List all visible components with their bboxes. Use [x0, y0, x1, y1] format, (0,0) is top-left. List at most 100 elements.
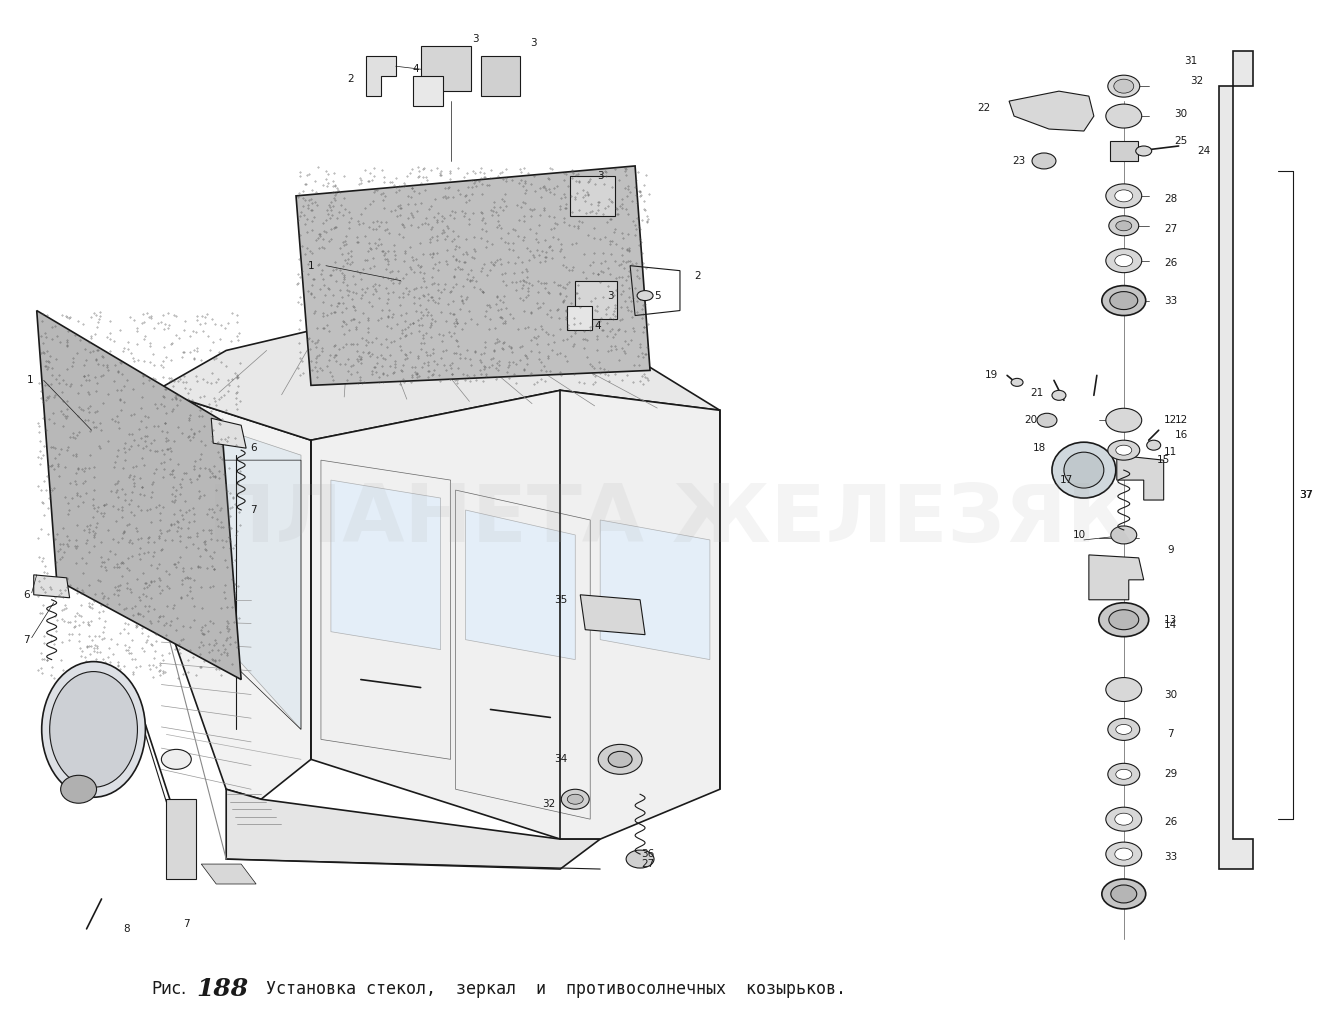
Text: 25: 25	[1174, 136, 1187, 146]
Text: 13: 13	[1164, 615, 1178, 625]
Polygon shape	[1116, 455, 1163, 500]
Ellipse shape	[1115, 814, 1132, 825]
Ellipse shape	[1106, 808, 1142, 831]
Text: 32: 32	[1190, 76, 1203, 87]
Polygon shape	[1089, 555, 1144, 599]
Text: 7: 7	[1167, 729, 1174, 740]
Ellipse shape	[1108, 610, 1139, 629]
Bar	[413, 76, 442, 106]
Polygon shape	[1009, 91, 1093, 131]
Text: 33: 33	[1164, 296, 1178, 306]
Polygon shape	[331, 480, 441, 650]
Polygon shape	[465, 510, 575, 659]
Text: 26: 26	[1164, 258, 1178, 268]
Bar	[166, 799, 196, 879]
Text: 4: 4	[413, 64, 419, 74]
Text: 19: 19	[985, 371, 998, 380]
Text: 37: 37	[1300, 490, 1313, 500]
Polygon shape	[1110, 141, 1138, 161]
Polygon shape	[212, 418, 247, 448]
Polygon shape	[600, 520, 710, 659]
Text: 10: 10	[1072, 530, 1085, 540]
Ellipse shape	[1110, 291, 1138, 310]
Ellipse shape	[1052, 390, 1065, 401]
Text: 23: 23	[1013, 156, 1025, 166]
Ellipse shape	[1108, 440, 1140, 460]
Text: 7: 7	[184, 919, 190, 929]
Bar	[421, 46, 470, 91]
Ellipse shape	[1101, 285, 1146, 315]
Text: ПЛАНЕТА ЖЕЛЕЗЯК: ПЛАНЕТА ЖЕЛЕЗЯК	[208, 481, 1132, 559]
Ellipse shape	[567, 794, 583, 804]
Text: 188: 188	[196, 976, 248, 1001]
Ellipse shape	[1108, 75, 1140, 97]
Text: 3: 3	[472, 34, 478, 44]
Bar	[575, 280, 618, 318]
Ellipse shape	[1106, 104, 1142, 128]
Polygon shape	[157, 390, 311, 799]
Ellipse shape	[1147, 440, 1160, 450]
Text: 3: 3	[531, 38, 537, 48]
Text: 26: 26	[1164, 817, 1178, 827]
Text: 9: 9	[1167, 545, 1174, 555]
Text: 24: 24	[1197, 146, 1210, 156]
Text: 6: 6	[249, 443, 256, 453]
Bar	[571, 176, 615, 216]
Text: 3: 3	[607, 290, 614, 301]
Ellipse shape	[1106, 184, 1142, 208]
Ellipse shape	[42, 661, 146, 797]
Text: 16: 16	[1175, 431, 1189, 440]
Text: 30: 30	[1164, 689, 1178, 699]
Ellipse shape	[1037, 413, 1057, 427]
Ellipse shape	[1115, 848, 1132, 860]
Ellipse shape	[598, 745, 642, 775]
Text: 15: 15	[1156, 455, 1170, 466]
Text: 2: 2	[347, 74, 354, 84]
Text: 27: 27	[1164, 224, 1178, 234]
Text: 12: 12	[1164, 415, 1178, 425]
Polygon shape	[366, 57, 395, 96]
Text: 32: 32	[541, 799, 555, 810]
Ellipse shape	[1106, 248, 1142, 273]
Ellipse shape	[1115, 254, 1132, 267]
Ellipse shape	[1116, 724, 1132, 734]
Polygon shape	[580, 594, 645, 634]
Ellipse shape	[1106, 678, 1142, 701]
Ellipse shape	[1106, 408, 1142, 433]
Text: 11: 11	[1164, 447, 1178, 457]
Text: 1: 1	[27, 375, 34, 385]
Ellipse shape	[608, 751, 632, 767]
Text: 34: 34	[553, 754, 567, 764]
Ellipse shape	[50, 672, 138, 787]
Ellipse shape	[1012, 378, 1022, 386]
Ellipse shape	[1116, 769, 1132, 780]
Polygon shape	[1218, 52, 1253, 869]
Text: 14: 14	[1164, 620, 1178, 629]
Text: Рис.: Рис.	[151, 980, 186, 998]
Ellipse shape	[1136, 146, 1151, 156]
Text: 3: 3	[596, 171, 603, 181]
Text: 7: 7	[23, 634, 29, 645]
Ellipse shape	[1114, 79, 1134, 93]
Text: 21: 21	[1030, 388, 1044, 399]
Text: 18: 18	[1032, 443, 1045, 453]
Polygon shape	[34, 575, 70, 597]
Ellipse shape	[1108, 763, 1140, 785]
Text: 28: 28	[1164, 194, 1178, 204]
Text: 30: 30	[1174, 109, 1187, 119]
Polygon shape	[157, 331, 720, 440]
Ellipse shape	[1052, 442, 1116, 499]
Ellipse shape	[1115, 190, 1132, 202]
Bar	[481, 57, 520, 96]
Ellipse shape	[561, 789, 590, 810]
Ellipse shape	[1116, 220, 1132, 231]
Ellipse shape	[1108, 719, 1140, 741]
Bar	[567, 306, 592, 331]
Polygon shape	[311, 390, 720, 839]
Text: 8: 8	[123, 924, 130, 934]
Text: 5: 5	[654, 290, 661, 301]
Text: 17: 17	[1060, 475, 1073, 485]
Text: 12: 12	[1175, 415, 1189, 425]
Polygon shape	[296, 166, 650, 385]
Polygon shape	[36, 311, 241, 680]
